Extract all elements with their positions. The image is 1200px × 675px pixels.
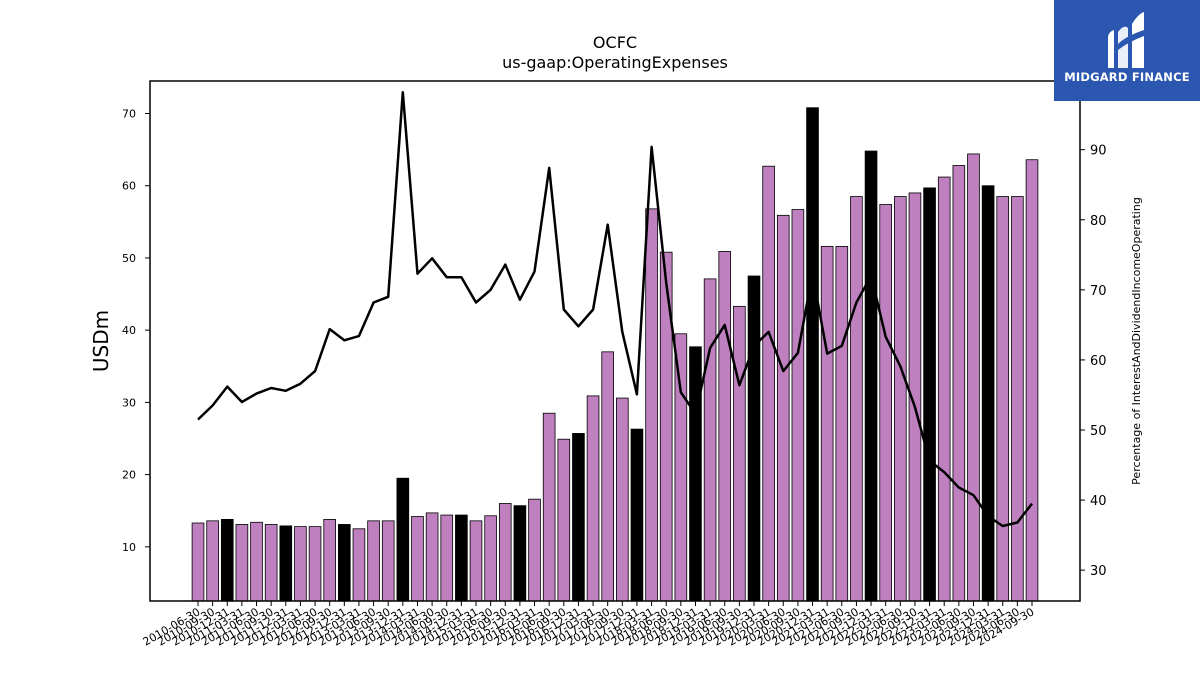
y2-tick-label: 30	[1090, 564, 1107, 579]
bar	[645, 208, 658, 602]
bar	[776, 214, 790, 602]
bar	[674, 333, 688, 602]
bar	[396, 477, 410, 602]
bar	[206, 520, 219, 602]
y-tick-label: 30	[122, 396, 136, 409]
bar	[835, 245, 849, 602]
bar	[542, 412, 556, 602]
bar	[294, 526, 307, 602]
bar	[338, 524, 351, 602]
bar	[733, 305, 746, 602]
bar	[1011, 196, 1024, 602]
chart-subtitle: us-gaap:OperatingExpenses	[502, 53, 728, 72]
bar	[513, 505, 527, 602]
bar	[1025, 159, 1039, 602]
bar	[747, 275, 761, 602]
bar	[352, 528, 366, 602]
bar	[894, 196, 907, 602]
bar-series	[191, 107, 1039, 602]
y-axis-right: 30 40 50 60 70 80 90	[1080, 144, 1107, 579]
bar	[586, 395, 600, 602]
bar	[220, 518, 234, 602]
bar	[703, 278, 717, 602]
bar	[440, 514, 454, 602]
y-axis-label: USDm	[89, 310, 113, 372]
bar	[718, 251, 732, 602]
bar	[455, 514, 468, 602]
bar	[791, 209, 805, 602]
y-tick-label: 70	[122, 108, 136, 121]
y-tick-label: 50	[122, 252, 136, 265]
bar	[630, 428, 644, 602]
bar	[381, 520, 395, 602]
brand-name: MIDGARD FINANCE	[1064, 70, 1190, 84]
midgard-logo-icon	[1108, 12, 1144, 69]
brand-logo: MIDGARD FINANCE	[1054, 0, 1200, 101]
bar	[689, 346, 702, 602]
bar	[191, 522, 205, 602]
bar	[484, 515, 497, 602]
y2-tick-label: 70	[1090, 284, 1107, 299]
y-tick-label: 10	[122, 541, 136, 554]
bar	[981, 185, 995, 602]
x-axis: 2010-06-302010-09-302010-12-312011-03-31…	[141, 601, 1037, 649]
bar	[616, 397, 629, 602]
bar	[264, 524, 278, 602]
bar	[762, 165, 775, 602]
bar	[996, 196, 1010, 602]
bar	[864, 150, 878, 602]
y2-tick-label: 40	[1090, 494, 1107, 509]
bar	[879, 204, 892, 602]
bar	[601, 351, 614, 602]
line-series	[197, 90, 1033, 528]
y2-tick-label: 50	[1090, 424, 1107, 439]
bar	[367, 520, 380, 602]
bar	[528, 498, 541, 602]
y2-tick-label: 90	[1090, 144, 1107, 159]
bar	[557, 438, 571, 602]
chart-title: OCFC	[593, 33, 637, 52]
y-tick-label: 60	[122, 180, 136, 193]
y-tick-label: 40	[122, 324, 136, 337]
bar	[850, 196, 863, 602]
bar	[469, 520, 483, 602]
y-axis-left: 10 20 30 40 50 60 70	[122, 108, 150, 554]
bar	[250, 521, 263, 602]
bar	[323, 518, 336, 602]
y-tick-label: 20	[122, 469, 136, 482]
bar	[308, 526, 322, 602]
bar	[425, 512, 439, 602]
y2-tick-label: 60	[1090, 354, 1107, 369]
bar	[235, 524, 249, 602]
bar	[806, 107, 819, 602]
bar	[279, 525, 293, 602]
ratio-line	[197, 90, 1033, 528]
bar	[952, 165, 966, 602]
bar	[411, 516, 424, 602]
y2-axis-label: Percentage of InterestAndDividendIncomeO…	[1130, 197, 1143, 485]
bar	[820, 245, 834, 602]
bar	[572, 433, 585, 602]
bar	[967, 153, 980, 602]
plot-frame	[149, 80, 1081, 602]
bar	[937, 176, 951, 602]
y2-tick-label: 80	[1090, 214, 1107, 229]
bar	[923, 187, 936, 602]
bar	[498, 503, 512, 602]
